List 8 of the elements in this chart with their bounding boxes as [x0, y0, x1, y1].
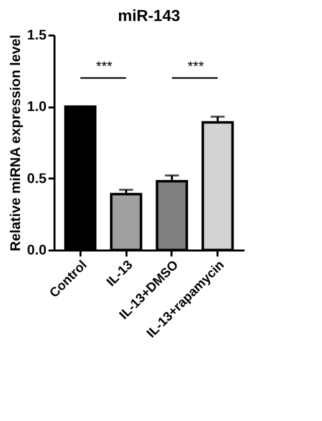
annotation: *** [188, 58, 204, 74]
y-tick-label: 1.5 [27, 26, 47, 42]
annotation: *** [96, 58, 113, 74]
y-tick-label: 0.0 [27, 242, 47, 258]
y-tick-label: 0.5 [27, 170, 47, 186]
chart-title: miR-143 [118, 8, 180, 25]
y-tick-label: 1.0 [27, 98, 47, 114]
y-axis-title: Relative miRNA expression level [7, 34, 24, 252]
